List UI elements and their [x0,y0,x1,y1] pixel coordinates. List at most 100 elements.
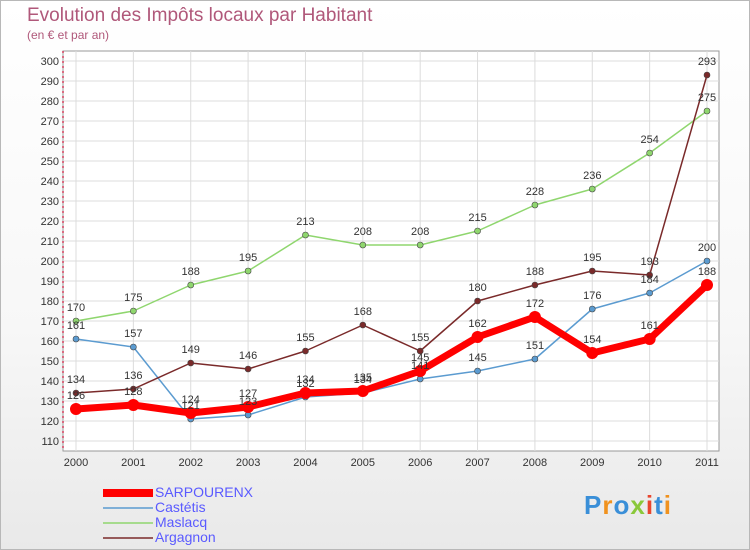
legend-swatch-maslacq [103,522,153,524]
legend-swatch-argagnon [103,537,153,539]
y-tick-label: 290 [41,76,59,88]
data-label: 254 [640,134,658,146]
legend-swatch-sarpourenx [103,489,153,497]
data-point [646,271,653,279]
legend-label-argagnon: Argagnon [155,529,216,545]
data-label: 127 [239,388,257,400]
chart-title: Evolution des Impôts locaux par Habitant [27,5,373,26]
data-label: 157 [124,328,142,340]
data-label: 124 [182,394,200,406]
data-point [531,355,539,363]
data-point [416,347,424,355]
x-tick-label: 2011 [695,457,719,469]
series-line-castétis [75,260,708,420]
data-label: 170 [67,302,85,314]
data-point [70,403,82,415]
logo-letter: x [630,490,646,520]
data-label: 195 [583,252,601,264]
data-point [302,231,309,239]
data-point [703,257,711,265]
data-label: 134 [67,374,85,386]
data-point [299,387,312,399]
data-label: 128 [124,386,142,398]
data-label: 146 [239,350,257,362]
data-point [588,305,596,313]
y-tick-label: 160 [41,336,59,348]
y-tick-label: 210 [41,236,59,248]
y-tick-label: 230 [41,196,59,208]
y-tick-label: 220 [41,216,59,228]
data-label: 208 [411,226,429,238]
x-tick-label: 2000 [64,457,88,469]
x-tick-label: 2007 [465,457,489,469]
y-tick-label: 300 [41,56,59,68]
data-point [72,317,80,325]
data-point [646,289,653,297]
data-point [646,149,653,157]
x-tick-label: 2003 [236,457,260,469]
data-label: 172 [526,298,544,310]
series-line-sarpourenx [75,282,710,417]
x-tick-label: 2005 [351,457,375,469]
data-label: 136 [124,370,142,382]
data-label: 275 [698,92,716,104]
logo-letter: r [602,490,614,520]
data-point [703,71,711,79]
data-label: 145 [468,352,486,364]
data-label: 293 [698,56,716,68]
data-label: 134 [296,374,314,386]
plot-area [62,50,720,452]
y-tick-label: 250 [41,156,59,168]
x-tick-label: 2004 [293,457,317,469]
data-label: 176 [583,290,601,302]
data-point [127,399,140,411]
x-tick-label: 2006 [408,457,432,469]
y-tick-label: 170 [41,316,59,328]
y-tick-label: 120 [41,416,59,428]
logo-letter: i [645,490,655,520]
data-point [588,185,596,193]
data-label: 195 [239,252,257,264]
data-point [302,347,309,355]
data-point [130,307,137,315]
data-label: 134 [354,374,372,386]
y-tick-label: 110 [41,436,59,448]
data-label: 161 [67,320,85,332]
data-label: 208 [354,226,372,238]
data-point [531,281,539,289]
data-label: 213 [296,216,314,228]
data-point [244,365,252,373]
y-tick-label: 190 [41,276,59,288]
x-tick-label: 2001 [121,457,145,469]
chart-subtitle: (en € et par an) [27,28,110,42]
data-point [359,321,367,329]
data-label: 126 [67,390,85,402]
y-tick-label: 180 [41,296,59,308]
data-label: 188 [182,266,200,278]
series-line-maslacq [75,110,708,322]
y-tick-label: 260 [41,136,59,148]
logo-letter: t [654,490,664,520]
legend-swatch-castetis [103,507,153,509]
x-tick-label: 2002 [178,457,202,469]
data-point [130,385,137,393]
data-label: 184 [640,274,658,286]
data-label: 228 [526,186,544,198]
data-point [474,297,481,305]
x-tick-label: 2008 [523,457,547,469]
data-label: 193 [640,256,658,268]
y-tick-label: 130 [41,396,59,408]
data-point [701,279,713,291]
x-tick-label: 2010 [637,457,661,469]
data-label: 123 [239,396,257,408]
proxiti-logo: Proxiti [584,490,672,521]
y-tick-label: 200 [41,256,59,268]
data-label: 135 [354,372,372,384]
data-point [187,359,195,367]
data-label: 151 [526,340,544,352]
data-point [416,241,424,249]
data-point [474,367,481,375]
data-label: 188 [526,266,544,278]
data-label: 236 [583,170,601,182]
data-point [244,267,252,275]
